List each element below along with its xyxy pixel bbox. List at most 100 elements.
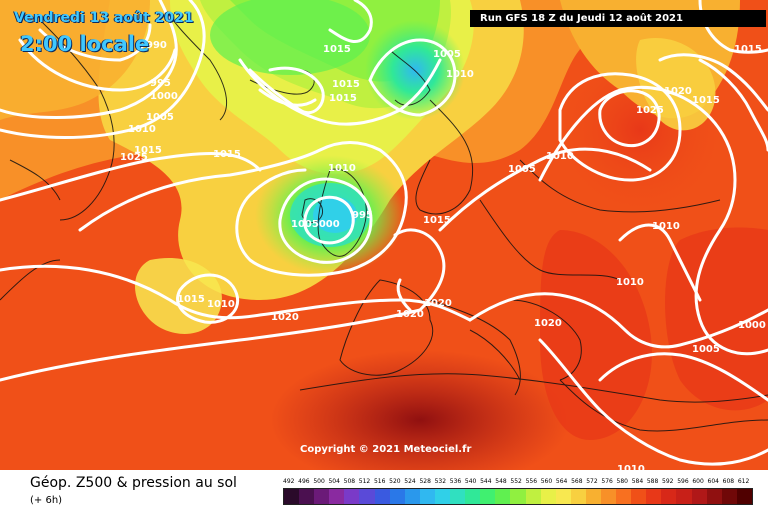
color-scale-label: 564 [555,478,568,485]
color-scale-label: 588 [646,478,659,485]
isobar-label: 1010 [617,464,645,470]
color-scale-swatch [616,489,632,504]
color-scale-label: 500 [313,478,325,485]
color-scale-label: 568 [571,478,583,485]
color-scale-swatch [419,489,435,504]
color-scale-label: 516 [373,478,386,485]
map-product-title: Géop. Z500 & pression au sol [30,475,237,491]
isobar-label: 1010 [328,163,356,174]
color-scale-swatch [540,489,556,504]
color-scale-label: 524 [404,478,416,485]
color-scale-label: 544 [480,478,492,485]
weather-map: 990 995 1000 1005 1010 1015 1015 1025 1015 1015 10… [0,0,768,470]
isobar-label: 1010 [128,124,156,135]
color-scale-swatch [314,489,330,504]
color-scale-swatch [525,489,541,504]
color-scale-label: 576 [601,478,613,485]
isobars [0,0,768,466]
isobar-label: 1015 [734,44,762,55]
color-scale-label: 556 [525,478,538,485]
color-scale-label: 532 [434,478,447,485]
color-scale-label: 496 [298,478,310,485]
isobar-label: 1015 [213,149,241,160]
color-scale-label: 512 [358,478,371,485]
color-scale-label: 584 [631,478,644,485]
forecast-date: Vendredi 13 août 2021 [14,10,194,26]
color-scale-swatch [736,489,752,504]
color-scale-swatch [404,489,420,504]
color-scale-swatch [600,489,617,504]
isobar-label: 1010 [446,69,474,80]
isobar-label: 1020 [396,309,424,320]
color-scale-swatch [646,489,662,504]
color-scale-label: 592 [662,478,674,485]
isobar-label: 1010 [616,277,644,288]
color-scale-label: 552 [510,478,522,485]
color-scale-swatch [661,489,677,504]
color-scale-swatch [631,489,647,504]
color-scale-swatch [510,489,526,504]
color-scale-label: 600 [692,478,704,485]
isobar-label: 1005 [146,112,174,123]
color-scale-label: 504 [328,478,340,485]
isobar-label: 1015 [134,145,162,156]
color-scale-swatch [374,489,390,504]
color-scale-label: 492 [283,478,295,485]
color-scale-labels: 492 496 500 504 508 512 516 520 524 528 532 536 540 5… [283,478,753,488]
isobar-label: 1005 [692,344,720,355]
isobar-label: 995 [150,78,171,89]
isobar-label: 1015 [177,294,205,305]
color-scale-swatch [706,489,722,504]
color-scale-swatch [389,489,405,504]
color-scale-swatch [691,489,707,504]
color-scale-label: 536 [449,478,462,485]
color-scale-swatch [344,489,360,504]
color-scale-swatch [434,489,451,504]
color-scale-swatch [284,489,300,504]
color-scale-swatch [329,489,345,504]
isobar-label: 1010 [207,299,235,310]
isobar-label: 1015 [323,44,351,55]
color-scale-label: 596 [677,478,689,485]
isobar-label: 1005 [508,164,536,175]
isobar-label: 1020 [271,312,299,323]
isobar-label: 1005000 [291,219,340,230]
color-scale-label: 612 [737,478,750,485]
isobar-label: 1020 [534,318,562,329]
forecast-offset: (+ 6h) [30,495,63,506]
isobar-label: 1015 [332,79,360,90]
isobar-label: 1010 [546,151,574,162]
color-scale-swatch [570,489,586,504]
color-scale-swatch [450,489,466,504]
copyright-notice: Copyright © 2021 Meteociel.fr [300,444,472,455]
map-legend-footer: Géop. Z500 & pression au sol (+ 6h) 492 4… [0,470,768,512]
color-scale-swatch [495,489,511,504]
color-scale-swatch [721,489,737,504]
isobar-label: 1015 [423,215,451,226]
isobar-label: 1015 [692,95,720,106]
isobar-label: 1000 [150,91,178,102]
isobar-label: 1005 [433,49,461,60]
color-scale-label: 528 [419,478,431,485]
color-scale-label: 520 [389,478,401,485]
isobar-label: 1010 [652,221,680,232]
color-scale-label: 540 [464,478,477,485]
color-scale-swatch [299,489,315,504]
color-scale-label: 572 [586,478,598,485]
isobar-label: 1020 [424,298,452,309]
color-scale-swatch [480,489,496,504]
color-scale-label: 560 [540,478,553,485]
model-run-banner: Run GFS 18 Z du Jeudi 12 août 2021 [470,10,766,27]
color-scale-bar [283,488,753,505]
color-scale-swatch [676,489,692,504]
color-scale-swatch [465,489,481,504]
color-scale-swatch [359,489,375,504]
color-scale-label: 608 [722,478,735,485]
isobar-label: 1000 [738,320,766,331]
isobar-label: 995 [352,210,373,221]
color-scale-label: 604 [707,478,719,485]
isobar-label: 1025 [120,152,148,163]
forecast-time: 2:00 locale [20,32,150,56]
